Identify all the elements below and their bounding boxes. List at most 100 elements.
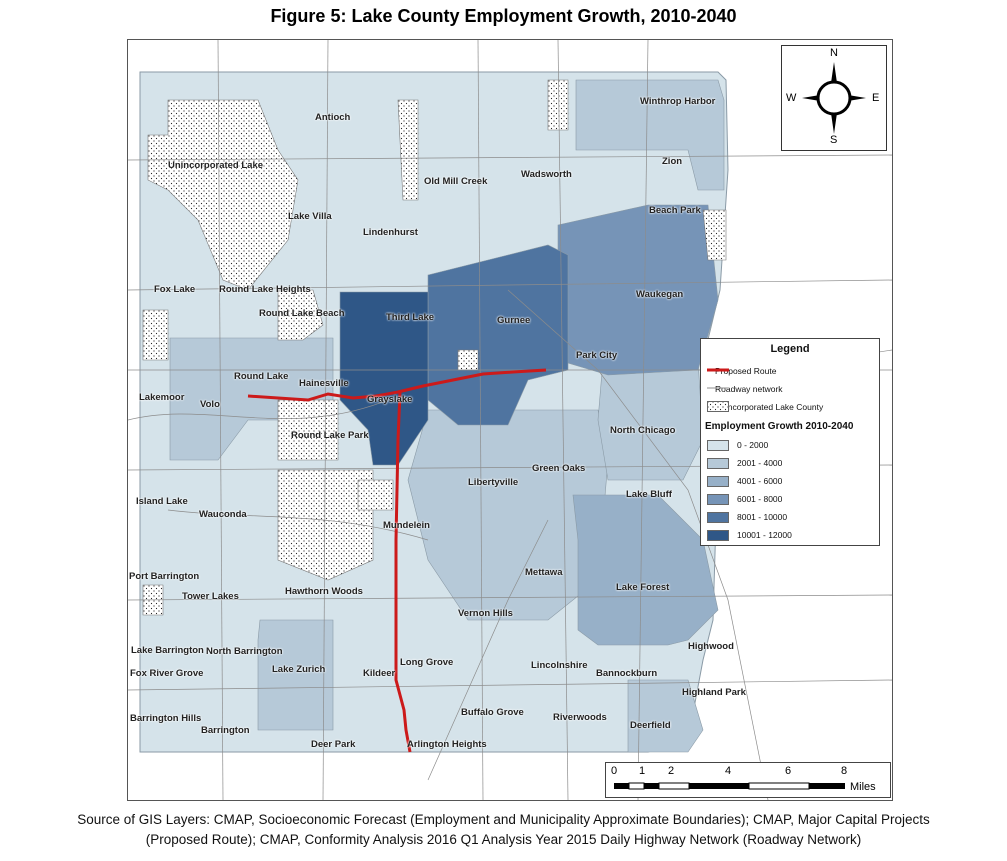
place-label: Barrington: [201, 725, 250, 736]
zone-2001-4000: [627, 679, 704, 753]
place-label: Gurnee: [497, 315, 531, 326]
place-label: Round Lake Park: [291, 430, 369, 441]
map-legend: Legend Proposed Route Roadway network Un…: [700, 338, 880, 546]
route-line-icon: [707, 368, 729, 372]
place-label: Mettawa: [525, 567, 563, 578]
legend-swatch: [707, 475, 729, 487]
figure-title: Figure 5: Lake County Employment Growth,…: [270, 6, 737, 26]
place-label: Vernon Hills: [458, 608, 513, 619]
dots-swatch-icon: [707, 401, 729, 412]
place-label: Fox Lake: [154, 284, 196, 295]
legend-label: 0 - 2000: [737, 440, 769, 450]
scale-tick: 1: [639, 765, 646, 777]
zone-10001-12000: [339, 291, 429, 466]
legend-swatch: [707, 511, 729, 523]
legend-swatch: [707, 457, 729, 469]
place-label: Wadsworth: [521, 169, 572, 180]
scale-tick: 6: [785, 765, 792, 777]
place-label: Park City: [576, 350, 618, 361]
caption-line: Source of GIS Layers: CMAP, Socioeconomi…: [77, 812, 930, 827]
place-label: Round Lake Beach: [259, 308, 345, 319]
zone-8001-10000: [427, 244, 569, 426]
legend-class: 10001 - 12000: [707, 529, 792, 541]
unincorporated-area: [277, 469, 374, 581]
place-label: Highland Park: [682, 687, 746, 698]
map-canvas: [128, 40, 892, 800]
compass-icon: [802, 62, 866, 134]
place-label: Third Lake: [386, 312, 435, 323]
place-label: Kildeer: [363, 668, 396, 679]
place-label: Old Mill Creek: [424, 176, 488, 187]
legend-class: 4001 - 6000: [707, 475, 782, 487]
legend-class: 8001 - 10000: [707, 511, 787, 523]
place-label: North Chicago: [610, 425, 676, 436]
place-label: Lake Bluff: [626, 489, 672, 500]
scale-tick: 8: [841, 765, 848, 777]
zone-2001-4000: [575, 79, 725, 191]
place-label: Zion: [662, 156, 683, 167]
place-label: Round Lake Heights: [219, 284, 311, 295]
scale-graphic: [614, 782, 845, 790]
unincorporated-area: [277, 399, 339, 461]
place-label: Long Grove: [400, 657, 454, 668]
legend-label: 6001 - 8000: [737, 494, 783, 504]
legend-label: Proposed Route: [715, 366, 777, 376]
place-label: Volo: [200, 399, 220, 410]
zone-2001-4000: [169, 337, 334, 461]
legend-label: 10001 - 12000: [737, 530, 792, 540]
place-label: Lake Villa: [288, 211, 332, 222]
legend-label: 8001 - 10000: [737, 512, 788, 522]
scale-unit: Miles: [850, 781, 876, 793]
roadway-network: [128, 40, 892, 800]
caption-line: (Proposed Route); CMAP, Conformity Analy…: [145, 832, 862, 847]
legend-swatch: [707, 439, 729, 451]
place-label: Buffalo Grove: [461, 707, 524, 718]
north-arrow: N S E W: [781, 45, 887, 151]
place-label: Tower Lakes: [182, 591, 239, 602]
place-label: Deerfield: [630, 720, 671, 731]
place-label: Deer Park: [311, 739, 356, 750]
place-label: Highwood: [688, 641, 734, 652]
place-label: Island Lake: [136, 496, 188, 507]
place-label: Lake Barrington: [131, 645, 204, 656]
place-label: Wauconda: [199, 509, 247, 520]
scale-bar: 0 1 2 4 6 8 Miles: [605, 762, 891, 798]
map-frame[interactable]: Antioch Winthrop Harbor Unincorporated L…: [127, 39, 893, 801]
place-label: Fox River Grove: [130, 668, 204, 679]
place-label: Winthrop Harbor: [640, 96, 716, 107]
place-label: Hawthorn Woods: [285, 586, 363, 597]
place-label: Lindenhurst: [363, 227, 418, 238]
place-label: Beach Park: [649, 205, 701, 216]
legend-class: 0 - 2000: [707, 439, 768, 451]
legend-item-roads: Roadway network: [707, 383, 783, 395]
unincorporated-area: [397, 99, 419, 201]
legend-label: 2001 - 4000: [737, 458, 783, 468]
source-caption: Source of GIS Layers: CMAP, Socioeconomi…: [0, 810, 1007, 850]
legend-item-route: Proposed Route: [707, 365, 776, 377]
unincorporated-area: [357, 479, 394, 511]
scale-tick: 2: [668, 765, 675, 777]
scale-tick: 0: [611, 765, 618, 777]
place-label: Waukegan: [636, 289, 684, 300]
place-label: Lincolnshire: [531, 660, 588, 671]
unincorporated-area: [142, 309, 169, 361]
unincorporated-area: [277, 289, 324, 341]
unincorporated-area: [457, 349, 479, 371]
legend-label: Unincorporated Lake County: [715, 402, 824, 412]
legend-class: 2001 - 4000: [707, 457, 782, 469]
unincorporated-area: [147, 99, 299, 291]
place-label: Riverwoods: [553, 712, 607, 723]
place-label: Port Barrington: [129, 571, 200, 582]
place-label: Libertyville: [468, 477, 519, 488]
place-label: Green Oaks: [532, 463, 586, 474]
legend-item-unincorporated: Unincorporated Lake County: [707, 401, 823, 413]
place-label: Antioch: [315, 112, 351, 123]
unincorporated-area: [702, 209, 727, 261]
zone-2001-4000: [257, 619, 334, 731]
place-label: Lake Forest: [616, 582, 670, 593]
place-label: Grayslake: [367, 394, 413, 405]
place-label: North Barrington: [206, 646, 283, 657]
place-label: Round Lake: [234, 371, 289, 382]
unincorporated-area: [547, 79, 569, 131]
place-label: Arlington Heights: [407, 739, 487, 750]
